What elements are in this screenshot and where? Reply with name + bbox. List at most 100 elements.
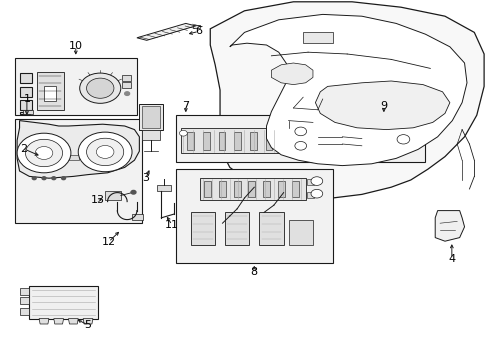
Bar [292,181,299,197]
Bar [306,179,313,185]
Bar [105,191,121,200]
Polygon shape [229,14,466,166]
Circle shape [294,141,306,150]
Text: 1: 1 [23,94,30,104]
Text: 11: 11 [165,220,179,230]
Circle shape [396,135,409,144]
Polygon shape [271,63,312,85]
Bar [23,110,33,114]
Text: 8: 8 [250,267,257,277]
Bar [15,58,137,115]
Bar [259,212,283,245]
Polygon shape [20,308,29,315]
Bar [176,169,332,263]
Bar [361,130,375,142]
Polygon shape [54,319,63,324]
Bar [69,155,79,160]
Bar [176,115,317,162]
Circle shape [396,117,409,126]
Bar [190,212,215,245]
Bar [20,100,32,110]
Circle shape [80,73,121,103]
Bar [122,75,131,81]
Text: 3: 3 [142,173,149,183]
Polygon shape [315,81,449,130]
Bar [200,178,305,200]
Bar [139,104,163,130]
Polygon shape [137,23,195,40]
Bar [219,181,225,197]
Circle shape [310,177,322,185]
Circle shape [96,145,114,158]
Circle shape [86,138,123,166]
Bar [132,214,142,220]
Text: 9: 9 [380,101,386,111]
Bar [142,130,160,140]
Bar [20,73,32,83]
Bar [20,112,30,114]
Text: 2: 2 [20,144,27,154]
Bar [44,86,56,101]
Bar [122,82,131,88]
Bar [187,132,194,150]
Bar [203,132,209,150]
Bar [361,145,375,157]
Bar [290,129,298,135]
Text: 6: 6 [195,26,202,36]
Text: 13: 13 [91,195,104,205]
Circle shape [131,190,136,194]
Circle shape [52,177,56,180]
Bar [342,115,425,162]
Circle shape [25,139,62,167]
Circle shape [310,189,322,198]
Bar [193,25,200,28]
Bar [15,119,142,223]
Circle shape [86,78,114,98]
Text: 12: 12 [102,237,115,247]
Text: 7: 7 [182,101,189,111]
Bar [277,181,284,197]
Bar [233,181,240,197]
Text: 10: 10 [69,41,82,51]
Circle shape [294,127,306,136]
Bar [263,181,269,197]
Circle shape [32,177,36,180]
Polygon shape [20,297,29,304]
Bar [204,181,211,197]
Bar [20,87,32,97]
Polygon shape [20,288,29,295]
Circle shape [42,177,46,180]
Bar [306,192,313,198]
Bar [303,32,332,43]
Polygon shape [434,211,464,241]
Polygon shape [83,319,93,324]
Circle shape [17,133,71,173]
Bar [142,106,160,128]
Polygon shape [68,319,78,324]
Bar [288,220,312,245]
Bar [234,132,241,150]
Bar [383,134,392,142]
Bar [290,143,298,149]
Text: 4: 4 [447,254,454,264]
Circle shape [61,177,65,180]
Polygon shape [39,319,49,324]
Polygon shape [17,121,139,178]
Bar [344,145,358,157]
Bar [224,212,249,245]
Bar [29,286,98,319]
Bar [344,130,358,142]
Bar [249,132,256,150]
Polygon shape [210,2,483,198]
Bar [37,72,63,110]
Circle shape [179,130,187,136]
Bar [383,118,392,126]
Text: 5: 5 [84,320,91,330]
Bar [218,132,225,150]
Circle shape [78,132,132,172]
Bar [157,185,171,191]
Bar [248,181,255,197]
Circle shape [124,92,129,95]
Bar [181,128,288,153]
Circle shape [35,147,53,159]
